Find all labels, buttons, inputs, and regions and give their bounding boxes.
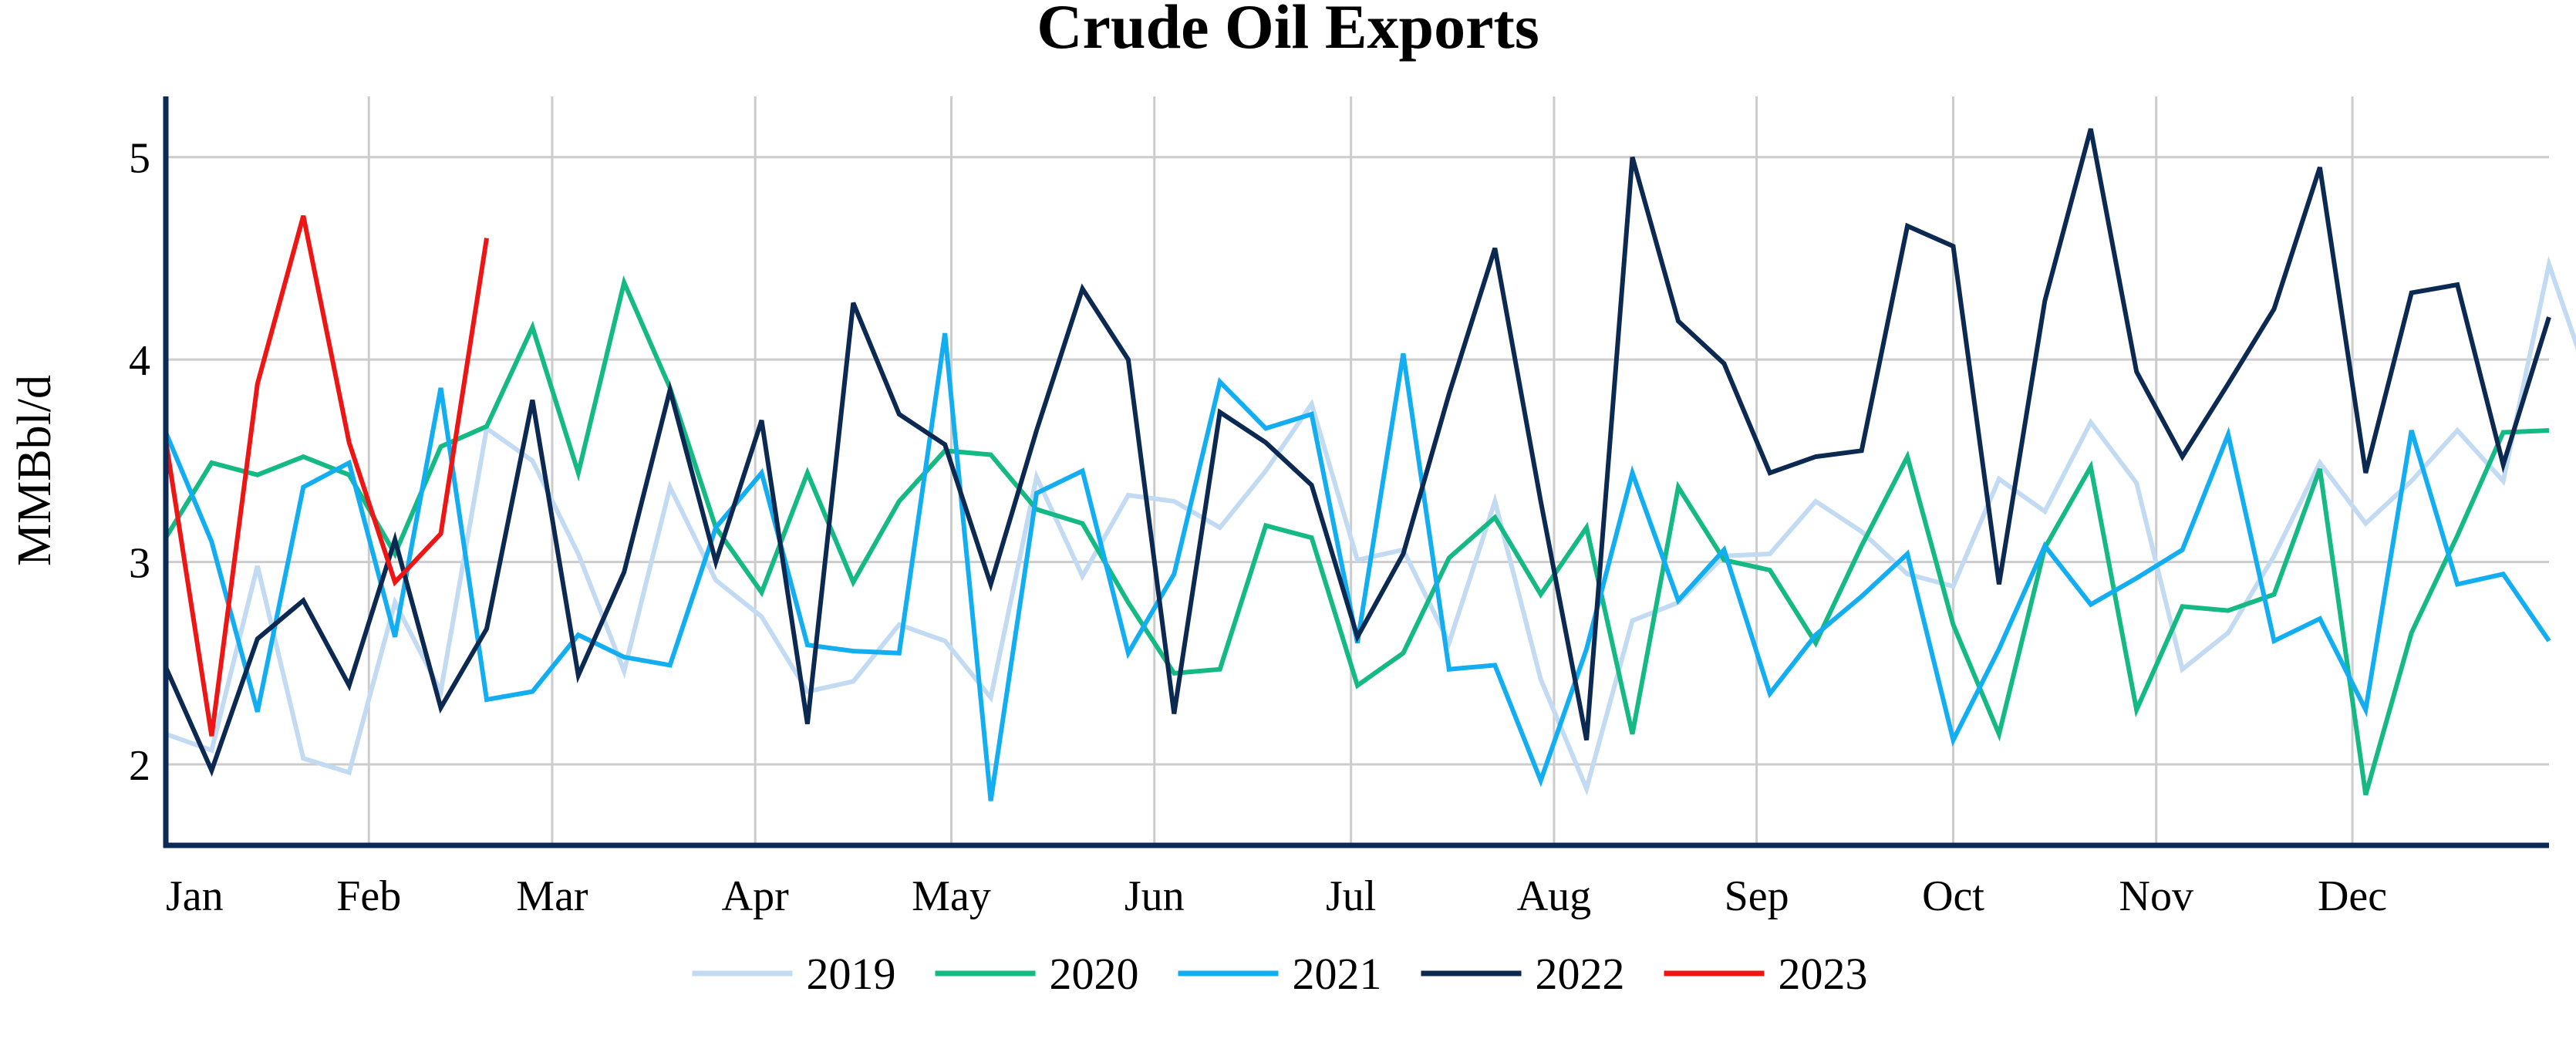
legend-label-2021: 2021 — [1293, 949, 1382, 999]
y-tick-label-3: 3 — [129, 540, 150, 588]
legend-item-2019[interactable]: 2019 — [692, 949, 896, 999]
legend: 2019 2020 2021 2022 2023 — [692, 949, 1868, 999]
y-axis-title: MMBbl/d — [8, 375, 61, 566]
x-tick-label-oct: Oct — [1922, 872, 1984, 920]
series-layer — [164, 128, 2576, 801]
x-tick-label-sep: Sep — [1725, 872, 1789, 920]
x-tick-label-jul: Jul — [1326, 872, 1376, 920]
y-tick-label-2: 2 — [129, 742, 150, 790]
legend-label-2022: 2022 — [1536, 949, 1625, 999]
series-line-2020 — [164, 275, 2550, 796]
y-tick-label-4: 4 — [129, 337, 150, 385]
x-tick-label-apr: Apr — [722, 872, 789, 920]
chart-title: Crude Oil Exports — [1037, 0, 1539, 62]
legend-label-2020: 2020 — [1050, 949, 1139, 999]
x-tick-label-jan: Jan — [166, 872, 224, 920]
legend-item-2023[interactable]: 2023 — [1664, 949, 1868, 999]
legend-item-2022[interactable]: 2022 — [1421, 949, 1625, 999]
tick-labels: Jan Feb Mar Apr May Jun Jul Aug Sep Oct Nov Dec 2 3 4 5 — [129, 135, 2387, 920]
series-line-2022 — [164, 128, 2551, 777]
x-tick-label-may: May — [912, 872, 991, 920]
legend-item-2020[interactable]: 2020 — [935, 949, 1139, 999]
series-line-2023 — [164, 215, 489, 737]
legend-label-2023: 2023 — [1779, 949, 1868, 999]
x-tick-label-jun: Jun — [1124, 872, 1185, 920]
series-line-2019 — [165, 255, 2576, 796]
axes-layer — [163, 96, 2549, 848]
x-tick-label-dec: Dec — [2318, 872, 2387, 920]
x-tick-label-aug: Aug — [1517, 872, 1591, 920]
legend-item-2021[interactable]: 2021 — [1178, 949, 1382, 999]
legend-label-2019: 2019 — [807, 949, 896, 999]
x-tick-label-mar: Mar — [516, 872, 588, 920]
grid-layer — [166, 96, 2549, 845]
series-line-2021 — [164, 332, 2551, 801]
y-tick-label-5: 5 — [129, 135, 150, 183]
x-tick-label-feb: Feb — [336, 872, 401, 920]
x-tick-label-nov: Nov — [2119, 872, 2193, 920]
